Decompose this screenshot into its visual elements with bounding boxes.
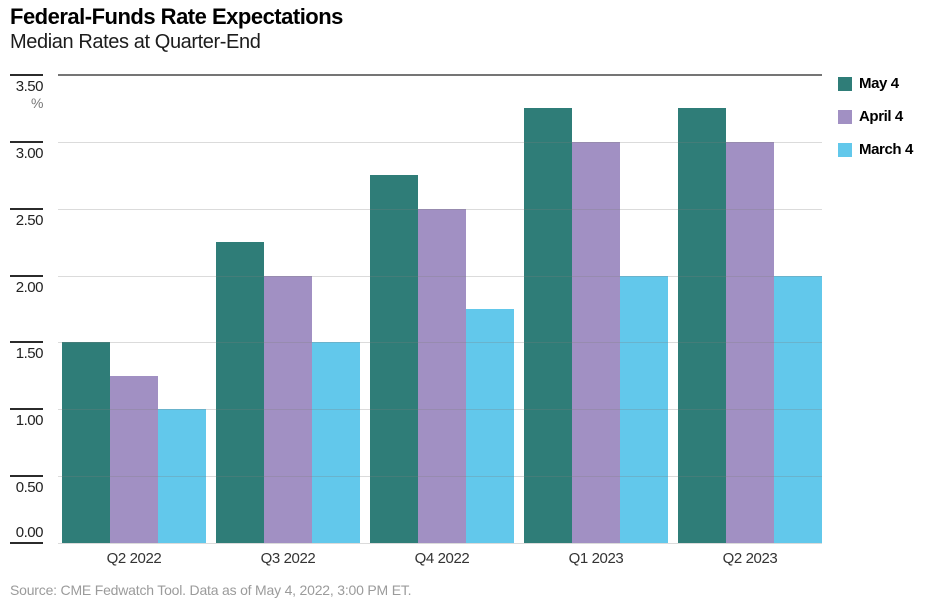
bar-may-4-q1-2023: [524, 108, 572, 543]
y-axis-tick-label: 3.00: [15, 144, 44, 162]
plot-top-border: [58, 74, 822, 76]
legend-swatch-icon: [838, 110, 852, 124]
gridline: [58, 476, 822, 478]
y-axis-tick: [10, 274, 43, 277]
gridline: [58, 208, 822, 210]
gridline: [58, 275, 822, 277]
y-axis-tick-label: 1.00: [15, 412, 44, 430]
bar-april-4-q2-2023: [726, 141, 774, 543]
plot-area: [58, 74, 822, 544]
bar-may-4-q2-2022: [62, 342, 110, 543]
gridline: [58, 141, 822, 143]
gridline: [58, 342, 822, 344]
bar-march-4-q1-2023: [620, 275, 668, 543]
y-axis-tick-label: 2.00: [15, 278, 44, 296]
y-axis-unit-label: %: [31, 95, 43, 111]
chart-subtitle: Median Rates at Quarter-End: [10, 31, 261, 53]
x-axis-label-q1-2023: Q1 2023: [568, 550, 624, 567]
y-axis-tick: [10, 207, 43, 210]
x-axis-label-q4-2022: Q4 2022: [414, 550, 470, 567]
bar-april-4-q1-2023: [572, 141, 620, 543]
gridline: [58, 409, 822, 411]
y-axis-tick: [10, 74, 43, 76]
y-axis-tick: [10, 542, 43, 544]
y-axis-tick: [10, 475, 43, 478]
y-axis-tick-label: 1.50: [15, 345, 44, 363]
x-axis-label-q2-2022: Q2 2022: [106, 550, 162, 567]
legend-label: April 4: [859, 108, 903, 125]
y-axis-tick: [10, 408, 43, 411]
y-axis-tick-label: 3.50: [15, 78, 44, 95]
source-note: Source: CME Fedwatch Tool. Data as of Ma…: [10, 582, 412, 598]
bar-april-4-q2-2022: [110, 375, 158, 543]
legend-swatch-icon: [838, 77, 852, 91]
bar-may-4-q2-2023: [678, 108, 726, 543]
bar-march-4-q4-2022: [466, 309, 514, 543]
bar-april-4-q3-2022: [264, 275, 312, 543]
y-axis-tick-label: 2.50: [15, 211, 44, 229]
x-axis-label-q2-2023: Q2 2023: [722, 550, 778, 567]
bar-march-4-q2-2023: [774, 275, 822, 543]
bar-april-4-q4-2022: [418, 208, 466, 543]
legend-label: March 4: [859, 141, 913, 158]
y-axis-tick: [10, 341, 43, 344]
chart-title: Federal-Funds Rate Expectations: [10, 4, 343, 29]
x-axis-label-q3-2022: Q3 2022: [260, 550, 316, 567]
legend-label: May 4: [859, 75, 899, 92]
y-axis-tick-label: 0.00: [15, 524, 44, 541]
legend-swatch-icon: [838, 143, 852, 157]
y-axis-tick-label: 0.50: [15, 479, 44, 497]
bar-march-4-q3-2022: [312, 342, 360, 543]
y-axis-tick: [10, 140, 43, 143]
bar-march-4-q2-2022: [158, 409, 206, 543]
bar-may-4-q3-2022: [216, 242, 264, 543]
bar-may-4-q4-2022: [370, 175, 418, 543]
gridline: [58, 543, 822, 544]
